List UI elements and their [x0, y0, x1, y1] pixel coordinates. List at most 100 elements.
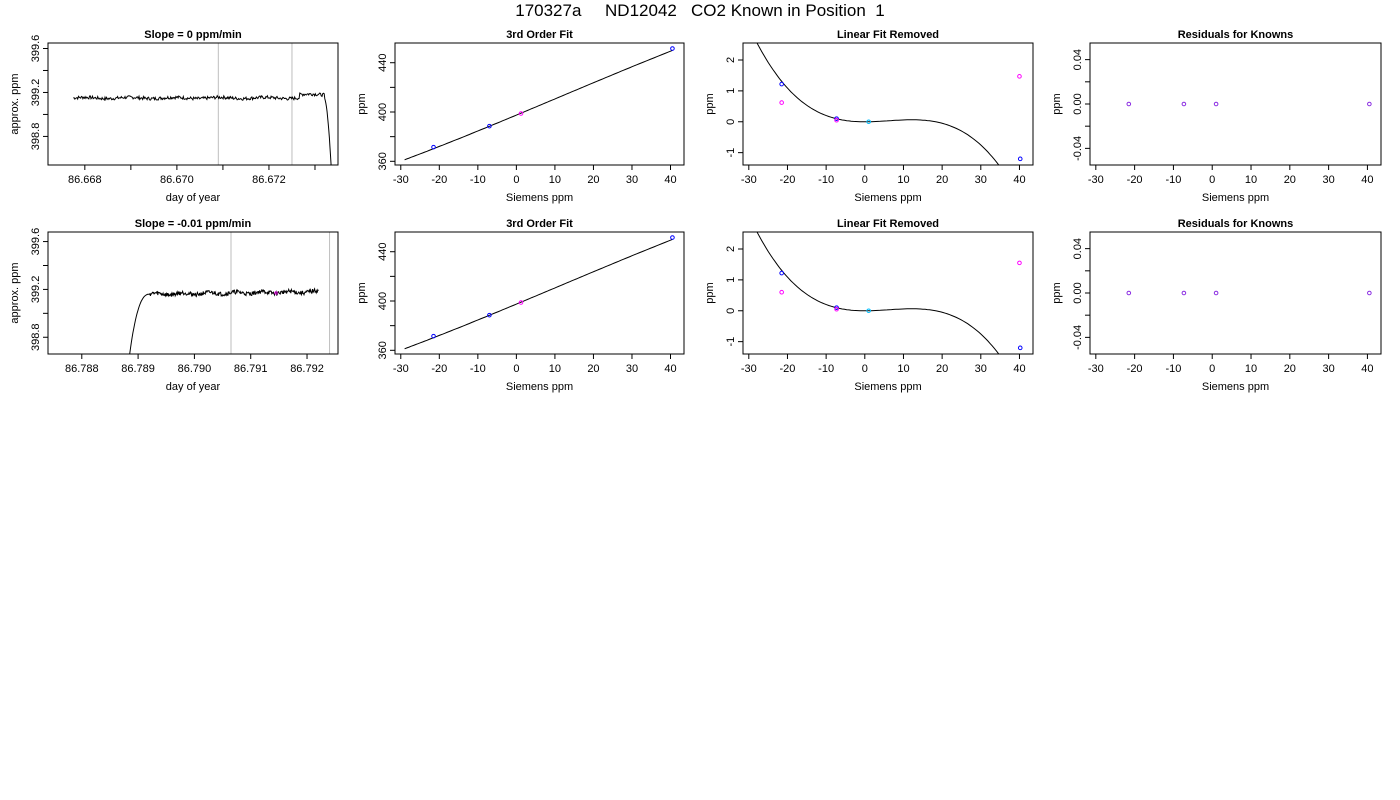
- x-tick-label: 86.788: [65, 363, 99, 375]
- y-tick-label: -1: [725, 148, 737, 158]
- x-tick-label: 86.792: [290, 363, 324, 375]
- chart-title: Linear Fit Removed: [837, 29, 939, 41]
- x-axis-label: Siemens ppm: [854, 381, 921, 393]
- data-point: [866, 308, 871, 314]
- x-tick-label: 10: [897, 363, 909, 375]
- plot-frame: [1089, 42, 1382, 166]
- x-tick-label: 86.790: [178, 363, 212, 375]
- x-axis-label: Siemens ppm: [506, 381, 573, 393]
- x-tick-label: 20: [1284, 363, 1296, 375]
- x-tick-label: 10: [549, 174, 561, 186]
- y-tick-label: 400: [377, 103, 389, 121]
- x-tick-label: 20: [587, 174, 599, 186]
- plot-frame: [394, 42, 685, 166]
- plot-frame: [742, 231, 1034, 355]
- chart-panel-5: Slope = -0.01 ppm/min 86.788 86.789 86.790 8…: [9, 218, 339, 393]
- chart-panel-3: Linear Fit Removed-30 -20 -10 0 10 20 30 40-101…: [704, 29, 1034, 204]
- x-tick-label: 20: [587, 363, 599, 375]
- x-axis-label: Siemens ppm: [1202, 192, 1269, 204]
- data-point: [834, 305, 839, 310]
- data-point: [1126, 101, 1132, 107]
- chart-title: Slope = -0.01 ppm/min: [135, 218, 252, 230]
- y-tick-label: 1: [725, 277, 737, 283]
- x-tick-label: 86.668: [68, 174, 102, 186]
- x-tick-label: -30: [1088, 174, 1104, 186]
- y-tick-label: 0.04: [1072, 49, 1084, 70]
- x-tick-label: 10: [1245, 363, 1257, 375]
- y-tick-label: 399.2: [30, 79, 42, 107]
- x-axis-label: day of year: [166, 381, 221, 393]
- plot-area: [129, 232, 331, 354]
- x-tick-label: 86.672: [252, 174, 286, 186]
- x-tick-label: 30: [975, 363, 987, 375]
- chart-title: Residuals for Knowns: [1178, 218, 1294, 230]
- chart-panel-8: Residuals for Knowns -30 -20 -10 0 10 20 30 40 -0…: [1051, 218, 1382, 393]
- x-tick-label: 10: [1245, 174, 1257, 186]
- plot-frame: [47, 42, 339, 166]
- data-point: [779, 81, 784, 87]
- x-tick-label: 40: [1361, 363, 1373, 375]
- data-point: [1017, 260, 1022, 266]
- x-tick-label: 86.670: [160, 174, 194, 186]
- x-tick-label: 0: [1209, 174, 1215, 186]
- y-tick-label: 2: [725, 57, 737, 63]
- y-tick-label: 1: [725, 88, 737, 94]
- y-tick-label: 399.6: [30, 35, 42, 63]
- data-point: [487, 312, 492, 318]
- y-tick-label: 398.8: [30, 323, 42, 351]
- y-tick-label: 0: [725, 119, 737, 125]
- fit-curve: [756, 232, 1000, 354]
- y-tick-label: 400: [377, 292, 389, 310]
- y-tick-label: 0: [725, 308, 737, 314]
- x-tick-label: -10: [818, 174, 834, 186]
- x-tick-label: -30: [741, 363, 757, 375]
- y-tick-label: -0.04: [1072, 325, 1084, 350]
- x-tick-label: -10: [1165, 174, 1181, 186]
- data-point: [779, 289, 784, 295]
- plot-area: [1126, 290, 1372, 296]
- data-point: [1213, 101, 1219, 107]
- x-tick-label: -20: [431, 174, 447, 186]
- data-point: [274, 291, 278, 295]
- x-tick-label: 20: [1284, 174, 1296, 186]
- x-tick-label: -30: [393, 174, 409, 186]
- data-point: [487, 123, 492, 129]
- data-point: [1213, 290, 1219, 296]
- x-tick-label: 0: [862, 363, 868, 375]
- fit-curve: [404, 49, 673, 161]
- data-point: [670, 46, 675, 51]
- plot-frame: [1089, 231, 1382, 355]
- chart-panel-1: Slope = 0 ppm/min 86.668 86.670 86.672 398.8…: [9, 29, 339, 204]
- y-tick-label: 0.00: [1072, 93, 1084, 114]
- data-point: [1181, 290, 1187, 296]
- series-line: [73, 92, 332, 165]
- chart-panel-4: Residuals for Knowns -30 -20 -10 0 10 20 30 40 -0…: [1051, 29, 1382, 204]
- x-tick-label: -20: [431, 363, 447, 375]
- x-tick-label: 40: [1013, 174, 1025, 186]
- data-point: [518, 111, 524, 116]
- x-tick-label: 0: [1209, 363, 1215, 375]
- chart-title: Slope = 0 ppm/min: [144, 29, 242, 41]
- plot-frame: [394, 231, 685, 355]
- x-tick-label: 0: [513, 363, 519, 375]
- y-tick-label: 360: [377, 152, 389, 170]
- data-point: [1367, 290, 1372, 296]
- x-axis-label: day of year: [166, 192, 221, 204]
- y-tick-label: 440: [377, 243, 389, 261]
- x-axis-label: Siemens ppm: [854, 192, 921, 204]
- x-tick-label: 86.789: [121, 363, 155, 375]
- plot-frame: [742, 42, 1034, 166]
- chart-panel-6: 3rd Order Fit -30 -20 -10 0 10 20 30 40 360 400 440…: [356, 218, 685, 393]
- data-point: [1017, 74, 1022, 79]
- y-axis-label: ppm: [356, 93, 368, 114]
- y-axis-label: ppm: [704, 282, 716, 303]
- x-tick-label: 30: [626, 363, 638, 375]
- data-point: [779, 270, 784, 276]
- chart-panel-2: 3rd Order Fit -30 -20 -10 0 10 20 30 40 360 400 440…: [356, 29, 685, 204]
- data-point: [1367, 101, 1372, 107]
- x-tick-label: -30: [1088, 363, 1104, 375]
- x-tick-label: 0: [513, 174, 519, 186]
- data-point: [834, 306, 839, 312]
- y-tick-label: -0.04: [1072, 136, 1084, 161]
- y-tick-label: 360: [377, 341, 389, 359]
